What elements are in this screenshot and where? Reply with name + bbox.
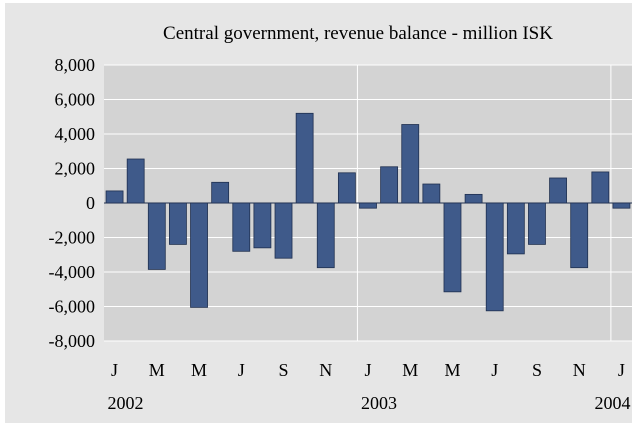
x-tick-label: M: [191, 360, 207, 380]
x-tick-label: J: [238, 360, 245, 380]
y-tick-label: 4,000: [55, 124, 96, 144]
y-tick-label: -2,000: [49, 228, 96, 248]
bar: [380, 166, 399, 204]
bar: [190, 202, 208, 308]
chart-title: Central government, revenue balance - mi…: [163, 23, 553, 44]
bar: [295, 112, 314, 204]
bar: [401, 124, 420, 204]
x-tick-label: M: [149, 360, 165, 380]
y-axis-ticks: 8,000 6,000 4,000 2,000 0 -2,000 -4,000 -6,000 -…: [49, 55, 96, 351]
x-tick-label: M: [402, 360, 418, 380]
bar-series: [105, 112, 631, 312]
bar: [549, 177, 567, 204]
x-tick-label: N: [319, 360, 332, 380]
bar: [274, 202, 293, 259]
bar: [422, 183, 441, 204]
y-tick-label: 8,000: [55, 55, 96, 75]
bar: [232, 202, 251, 252]
y-tick-label: 6,000: [55, 90, 96, 110]
bar: [337, 172, 356, 204]
y-tick-label: -6,000: [49, 297, 96, 317]
bar: [443, 202, 462, 293]
x-tick-label: J: [111, 360, 118, 380]
bar: [211, 181, 230, 204]
x-tick-label: S: [279, 360, 289, 380]
x-tick-label: M: [444, 360, 460, 380]
x-tick-label: N: [573, 360, 586, 380]
bar: [126, 158, 145, 204]
bar: [591, 171, 610, 204]
bar: [147, 202, 166, 270]
bar: [464, 193, 483, 204]
year-labels: 2002 2003 2004: [108, 393, 631, 413]
bar: [253, 202, 272, 249]
year-label: 2004: [594, 393, 630, 413]
x-tick-label: S: [532, 360, 542, 380]
year-label: 2002: [108, 393, 144, 413]
bar: [506, 202, 525, 255]
y-tick-label: 2,000: [55, 159, 96, 179]
y-tick-label: -8,000: [49, 331, 96, 351]
bar: [105, 190, 124, 204]
x-tick-label: J: [618, 360, 625, 380]
y-tick-label: 0: [86, 193, 95, 213]
bar: [316, 202, 335, 269]
bar: [359, 202, 377, 209]
bar: [485, 202, 504, 312]
bar: [528, 202, 546, 245]
x-tick-label: J: [491, 360, 498, 380]
y-tick-label: -4,000: [49, 262, 96, 282]
bar: [612, 202, 631, 209]
year-label: 2003: [361, 393, 397, 413]
x-tick-label: J: [364, 360, 371, 380]
bar: [169, 202, 187, 245]
bar: [570, 202, 589, 269]
